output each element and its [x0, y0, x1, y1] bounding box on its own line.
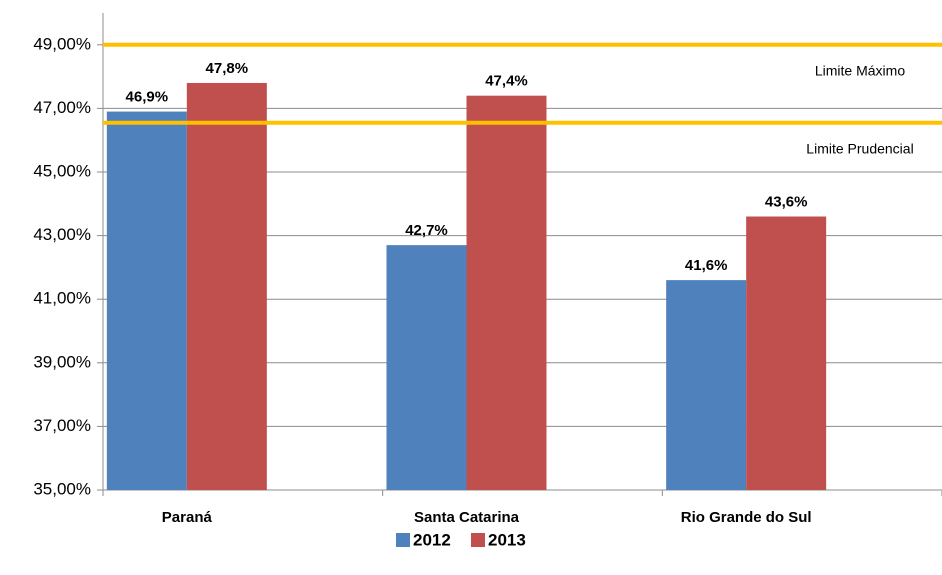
- x-tick-label: Santa Catarina: [414, 509, 520, 526]
- legend-swatch: [396, 533, 410, 547]
- legend-label: 2012: [413, 530, 451, 549]
- data-label: 47,8%: [206, 60, 249, 77]
- reference-label: Limite Prudencial: [806, 140, 913, 156]
- data-label: 47,4%: [485, 73, 528, 90]
- x-tick-label: Paraná: [162, 509, 213, 526]
- bar: [746, 216, 827, 490]
- y-tick-label: 41,00%: [33, 289, 91, 308]
- legend-label: 2013: [488, 530, 526, 549]
- y-tick-label: 37,00%: [33, 416, 91, 435]
- data-label: 41,6%: [685, 257, 728, 274]
- data-label: 42,7%: [405, 222, 448, 239]
- y-tick-label: 47,00%: [33, 98, 91, 117]
- x-tick-label: Rio Grande do Sul: [681, 509, 812, 526]
- reference-label: Limite Máximo: [815, 63, 905, 79]
- bar: [466, 95, 547, 491]
- bar: [666, 280, 747, 490]
- y-tick-label: 35,00%: [33, 479, 91, 498]
- y-tick-label: 43,00%: [33, 225, 91, 244]
- data-label: 43,6%: [765, 193, 808, 210]
- legend-swatch: [471, 533, 485, 547]
- bar: [106, 111, 187, 490]
- y-tick-label: 45,00%: [33, 161, 91, 180]
- data-label: 46,9%: [126, 89, 169, 106]
- bar: [186, 82, 267, 491]
- y-tick-label: 49,00%: [33, 34, 91, 53]
- bar: [386, 245, 467, 490]
- y-tick-label: 39,00%: [33, 352, 91, 371]
